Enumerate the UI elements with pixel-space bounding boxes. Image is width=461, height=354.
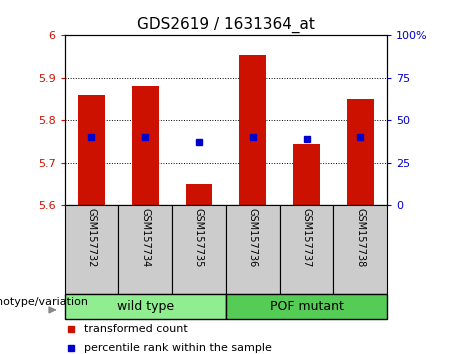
- Bar: [280, 205, 333, 294]
- Text: wild type: wild type: [117, 300, 174, 313]
- Text: GSM157735: GSM157735: [194, 208, 204, 267]
- Text: GSM157737: GSM157737: [301, 208, 312, 267]
- Text: GSM157732: GSM157732: [86, 208, 96, 267]
- Bar: [172, 205, 226, 294]
- Text: GSM157736: GSM157736: [248, 208, 258, 267]
- Bar: [185, 184, 213, 205]
- Bar: [78, 95, 105, 205]
- Bar: [293, 144, 320, 205]
- Text: GSM157734: GSM157734: [140, 208, 150, 267]
- Bar: [239, 55, 266, 205]
- Title: GDS2619 / 1631364_at: GDS2619 / 1631364_at: [137, 16, 315, 33]
- Bar: [333, 205, 387, 294]
- Bar: [65, 294, 226, 319]
- Text: transformed count: transformed count: [84, 324, 188, 333]
- Bar: [226, 294, 387, 319]
- Text: percentile rank within the sample: percentile rank within the sample: [84, 343, 272, 353]
- Text: POF mutant: POF mutant: [270, 300, 343, 313]
- Text: genotype/variation: genotype/variation: [0, 297, 89, 308]
- Bar: [65, 205, 118, 294]
- Bar: [347, 99, 374, 205]
- Bar: [118, 205, 172, 294]
- Bar: [132, 86, 159, 205]
- Bar: [226, 205, 280, 294]
- Text: GSM157738: GSM157738: [355, 208, 366, 267]
